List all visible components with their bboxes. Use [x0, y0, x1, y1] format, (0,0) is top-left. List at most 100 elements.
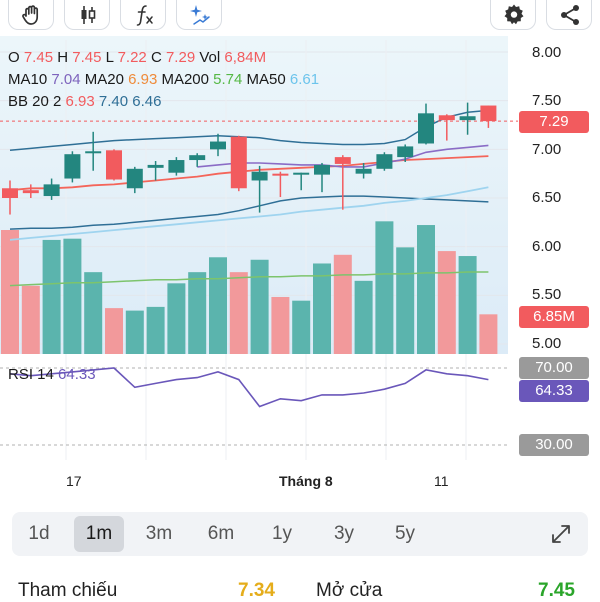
candle: [126, 166, 143, 194]
candle-body: [64, 154, 81, 179]
candle: [230, 135, 247, 192]
candle: [210, 133, 226, 157]
volume-value: 6,84M: [224, 49, 267, 66]
range-1d-button[interactable]: 1d: [28, 523, 50, 544]
bb-upper-value: 6.93: [65, 93, 95, 110]
low-value: 7.22: [117, 49, 147, 66]
ma50-line: [9, 186, 489, 241]
range-6m-button[interactable]: 6m: [207, 523, 235, 544]
ohlc-legend: O 7.45 H 7.45 L 7.22 C 7.29 Vol 6,84M: [8, 48, 266, 68]
x-tick-label: 11: [434, 473, 449, 489]
candle-body: [230, 136, 247, 189]
candle: [43, 178, 60, 200]
volume-label: Vol: [199, 49, 221, 66]
gear-icon: [504, 4, 524, 25]
volume-bar: [375, 221, 394, 354]
candle-body: [85, 151, 102, 154]
high-value: 7.45: [72, 49, 102, 66]
settings-button[interactable]: [490, 0, 536, 30]
x-tick-label: Tháng 8: [279, 473, 333, 489]
volume-bar: [125, 310, 144, 354]
candle: [251, 165, 268, 213]
ai-tool-button[interactable]: [176, 0, 222, 30]
candle-body: [480, 105, 497, 122]
bb-legend: BB 20 2 6.93 7.40 6.46: [8, 92, 162, 112]
rsi-lower-tag: 30.00: [519, 434, 589, 456]
volume-bar: [417, 225, 435, 354]
ma200-label: MA200: [161, 71, 209, 88]
candle-body: [22, 190, 39, 194]
last-price-tag: 7.29: [519, 111, 589, 133]
hand-tool-button[interactable]: [8, 0, 54, 30]
candle: [334, 155, 351, 210]
rsi-pane: [0, 367, 508, 446]
rsi-label: RSI 14: [8, 366, 54, 383]
range-3y-button[interactable]: 3y: [333, 523, 355, 544]
candle: [64, 151, 81, 183]
range-5y-button[interactable]: 5y: [394, 523, 416, 544]
candle: [438, 114, 455, 141]
last-volume-tag: 6.85M: [519, 306, 589, 328]
low-label: L: [105, 49, 114, 66]
rsi-value-tag: 64.33: [519, 380, 589, 402]
candle: [22, 184, 39, 198]
candle: [168, 157, 185, 176]
bb-middle-value: 7.40: [98, 93, 129, 110]
rsi-upper-tag: 70.00: [519, 357, 589, 379]
volume-bar: [271, 296, 290, 354]
candle-body: [106, 150, 122, 180]
open-value: 7.45: [23, 49, 54, 66]
candle: [480, 105, 497, 128]
close-value: 7.29: [165, 49, 196, 66]
volume-bar: [229, 272, 248, 354]
ma20-value: 6.93: [128, 71, 158, 88]
rsi-line: [9, 367, 489, 408]
hand-icon: [22, 5, 39, 25]
volume-bar: [458, 256, 477, 354]
range-1m-button[interactable]: 1m: [74, 516, 124, 552]
price-tick: 6.00: [532, 238, 562, 255]
volume-bars: [1, 221, 498, 354]
bb-lower-line: [9, 195, 489, 230]
candle-body: [210, 141, 226, 150]
rsi-legend: RSI 14 64.33: [8, 365, 96, 385]
candlestick-icon: [81, 6, 96, 24]
price-chart[interactable]: [0, 36, 600, 466]
ma10-label: MA10: [8, 71, 48, 88]
candle-body: [376, 154, 393, 169]
price-tick: 8.00: [532, 44, 562, 61]
candle-body: [293, 172, 310, 175]
volume-bar: [1, 230, 19, 354]
chart-type-button[interactable]: [64, 0, 110, 30]
fullscreen-button[interactable]: [536, 516, 586, 552]
volume-bar: [188, 272, 207, 354]
price-tick: 6.50: [532, 189, 562, 206]
candle: [376, 152, 393, 171]
bb-label: BB 20 2: [8, 93, 62, 110]
candle-body: [418, 113, 434, 144]
ma-legend: MA10 7.04 MA20 6.93 MA200 5.74 MA50 6.61: [8, 70, 319, 90]
volume-bar: [146, 306, 165, 354]
reference-value: 7.34: [238, 580, 275, 601]
indicators-button[interactable]: [120, 0, 166, 30]
candle: [147, 161, 164, 181]
ma200-line: [9, 271, 489, 287]
share-button[interactable]: [546, 0, 592, 30]
reference-label: Tham chiếu: [18, 580, 118, 601]
range-1y-button[interactable]: 1y: [271, 523, 293, 544]
open-price-label: Mở cửa: [316, 580, 383, 601]
ma50-value: 6.61: [289, 71, 320, 88]
volume-bar: [313, 263, 331, 354]
volume-bar: [396, 247, 415, 354]
candle: [85, 131, 102, 171]
volume-bar: [479, 314, 498, 354]
price-tick: 5.00: [532, 335, 562, 352]
function-icon: [136, 5, 153, 26]
volume-bar: [437, 251, 456, 354]
range-3m-button[interactable]: 3m: [145, 523, 173, 544]
bb-upper-line: [9, 109, 489, 152]
volume-bar: [333, 254, 352, 354]
candle-body: [168, 160, 185, 173]
candle-body: [334, 157, 351, 164]
open-price-value: 7.45: [538, 580, 575, 601]
